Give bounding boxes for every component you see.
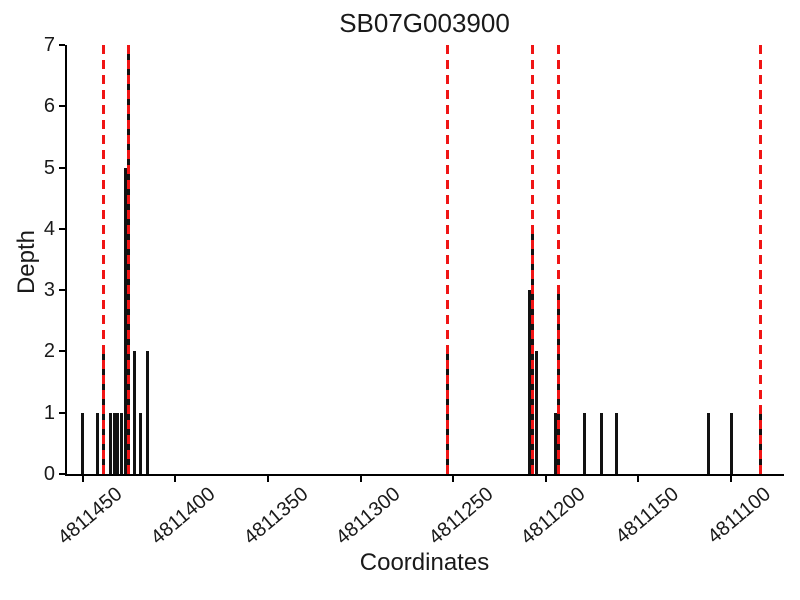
x-tick-label: 4811350: [239, 483, 313, 549]
x-tick: [174, 476, 177, 482]
y-tick-label: 1: [43, 401, 55, 424]
y-tick-label: 2: [43, 340, 55, 363]
y-tick: [59, 350, 65, 353]
depth-bar: [112, 412, 116, 474]
x-tick: [637, 476, 640, 482]
x-tick: [359, 476, 362, 482]
depth-bar: [729, 412, 733, 474]
y-tick: [59, 166, 65, 169]
depth-bar: [81, 412, 85, 474]
y-tick: [59, 473, 65, 475]
x-tick-label: 4811100: [703, 483, 776, 549]
red-dashed-marker-line: [531, 45, 535, 474]
x-tick: [730, 476, 733, 482]
depth-bar: [535, 351, 539, 474]
y-tick-label: 4: [43, 217, 55, 240]
y-tick: [59, 289, 65, 292]
y-tick: [59, 411, 65, 414]
x-axis-label: Coordinates: [359, 549, 490, 576]
depth-bar: [95, 412, 99, 474]
y-tick: [59, 105, 65, 108]
y-tick: [59, 44, 65, 46]
chart-title: SB07G003900: [339, 8, 510, 38]
x-tick: [452, 476, 455, 482]
x-tick: [544, 476, 547, 482]
x-axis-spine: [65, 474, 784, 476]
depth-bar: [599, 412, 603, 474]
red-dashed-marker-line: [446, 45, 450, 474]
x-tick-label: 4811250: [424, 483, 498, 549]
x-tick: [266, 476, 269, 482]
depth-bar: [707, 412, 711, 474]
red-dashed-marker-line: [127, 45, 131, 474]
y-axis-label: Depth: [13, 229, 40, 295]
y-tick-label: 3: [43, 279, 55, 302]
y-tick-label: 7: [43, 34, 55, 56]
red-dashed-marker-line: [759, 45, 763, 474]
depth-bar: [138, 412, 142, 474]
red-dashed-marker-line: [101, 45, 105, 474]
y-tick-label: 6: [43, 95, 55, 118]
depth-bar: [120, 412, 124, 474]
y-tick-label: 0: [43, 463, 55, 485]
x-tick-label: 4811450: [54, 483, 127, 549]
depth-bar: [583, 412, 587, 474]
x-tick-label: 4811400: [146, 483, 220, 549]
depth-bar: [133, 351, 137, 474]
y-tick: [59, 227, 65, 230]
depth-bar: [146, 351, 150, 474]
depth-bar: [527, 290, 531, 474]
red-dashed-marker-line: [557, 45, 561, 474]
x-tick-label: 4811300: [332, 483, 405, 549]
y-axis-spine: [65, 45, 67, 476]
x-tick: [81, 476, 84, 482]
depth-bar: [116, 412, 120, 474]
depth-bar: [123, 167, 127, 474]
x-tick-label: 4811200: [517, 483, 591, 549]
y-tick-label: 5: [43, 156, 55, 179]
depth-bar: [553, 412, 557, 474]
x-tick-label: 4811150: [611, 483, 683, 549]
depth-bar: [108, 412, 112, 474]
depth-bar: [614, 412, 618, 474]
